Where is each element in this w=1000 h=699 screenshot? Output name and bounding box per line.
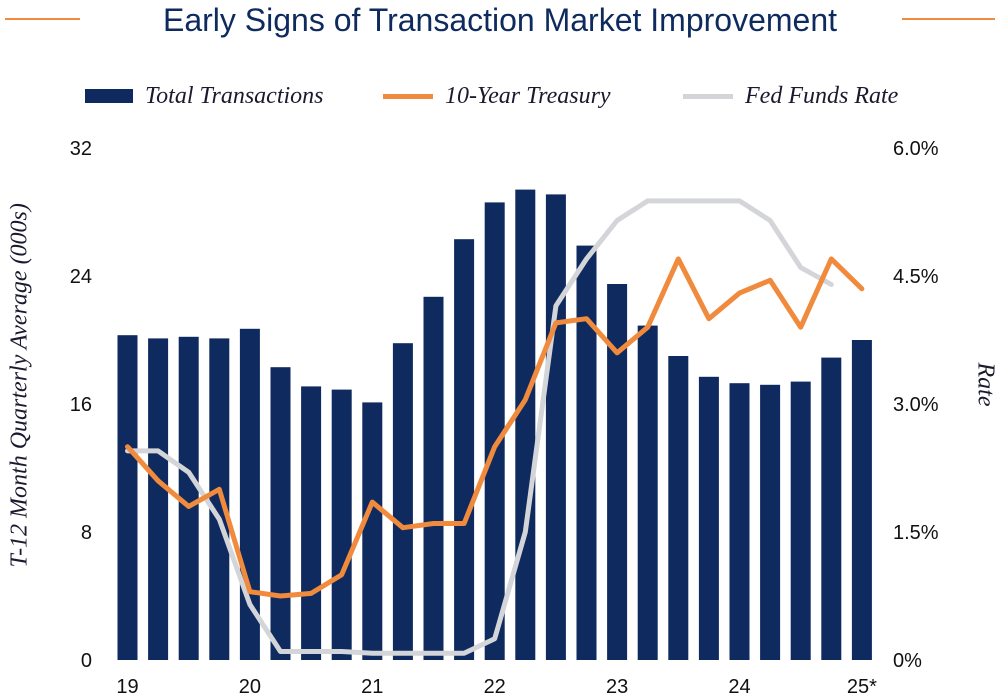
- fed-funds-rate-line: [125, 198, 834, 656]
- bar-25Q1: [851, 340, 872, 660]
- bar-20Q2: [270, 367, 291, 660]
- title-rule-right: [902, 18, 995, 20]
- bar-23Q2: [637, 325, 658, 660]
- bar-22Q3: [545, 194, 566, 660]
- legend-label-fed-funds-rate: Fed Funds Rate: [745, 82, 899, 109]
- right-tick-label: 6.0%: [893, 138, 939, 160]
- bar-20Q1: [239, 328, 260, 660]
- bar-23Q1: [607, 284, 628, 660]
- legend-label-10-year-treasury: 10-Year Treasury: [445, 82, 611, 109]
- x-tick-label: 20: [239, 676, 261, 698]
- bar-19Q1: [117, 335, 138, 660]
- right-tick-label: 1.5%: [893, 522, 939, 544]
- bar-21Q4: [454, 239, 475, 660]
- x-tick-label: 25*: [847, 676, 877, 698]
- x-tick-label: 19: [116, 676, 138, 698]
- legend-10-year-treasury: 10-Year Treasury: [383, 80, 611, 112]
- bar-24Q1: [729, 383, 750, 660]
- bar-21Q1: [362, 402, 383, 660]
- bar-24Q2: [760, 384, 781, 660]
- bar-19Q3: [178, 336, 199, 660]
- left-tick-label: 16: [70, 394, 92, 416]
- chart-title: Early Signs of Transaction Market Improv…: [162, 2, 838, 38]
- bar-19Q4: [209, 338, 230, 660]
- x-tick-label: 21: [361, 676, 383, 698]
- bar-22Q4: [576, 245, 597, 660]
- x-tick-label: 22: [484, 676, 506, 698]
- right-tick-label: 4.5%: [893, 266, 939, 288]
- left-tick-label: 24: [70, 266, 92, 288]
- ten-year-treasury-line: [125, 256, 865, 599]
- bar-22Q1: [484, 202, 505, 660]
- legend-treasury-swatch: [383, 93, 433, 99]
- left-tick-label: 32: [70, 138, 92, 160]
- x-tick-label: 24: [728, 676, 750, 698]
- legend-label-total-transactions: Total Transactions: [145, 82, 324, 109]
- legend-fed-swatch: [683, 93, 733, 99]
- legend-fed-funds-rate: Fed Funds Rate: [683, 80, 898, 112]
- legend-total-transactions: Total Transactions: [85, 80, 324, 112]
- bar-21Q2: [392, 343, 413, 660]
- x-tick-label: 23: [606, 676, 628, 698]
- bar-21Q3: [423, 296, 444, 660]
- bar-23Q4: [698, 376, 719, 660]
- bar-20Q4: [331, 389, 352, 660]
- title-rule-left: [5, 18, 80, 20]
- bar-23Q3: [668, 356, 689, 660]
- bar-19Q2: [148, 338, 169, 660]
- bar-20Q3: [301, 386, 322, 660]
- bar-24Q3: [790, 381, 811, 660]
- bar-22Q2: [515, 189, 536, 660]
- left-tick-label: 0: [81, 650, 92, 672]
- left-tick-label: 8: [81, 522, 92, 544]
- right-tick-label: 0%: [893, 650, 922, 672]
- legend-bar-swatch: [85, 89, 133, 103]
- right-tick-label: 3.0%: [893, 394, 939, 416]
- bar-24Q4: [821, 357, 842, 660]
